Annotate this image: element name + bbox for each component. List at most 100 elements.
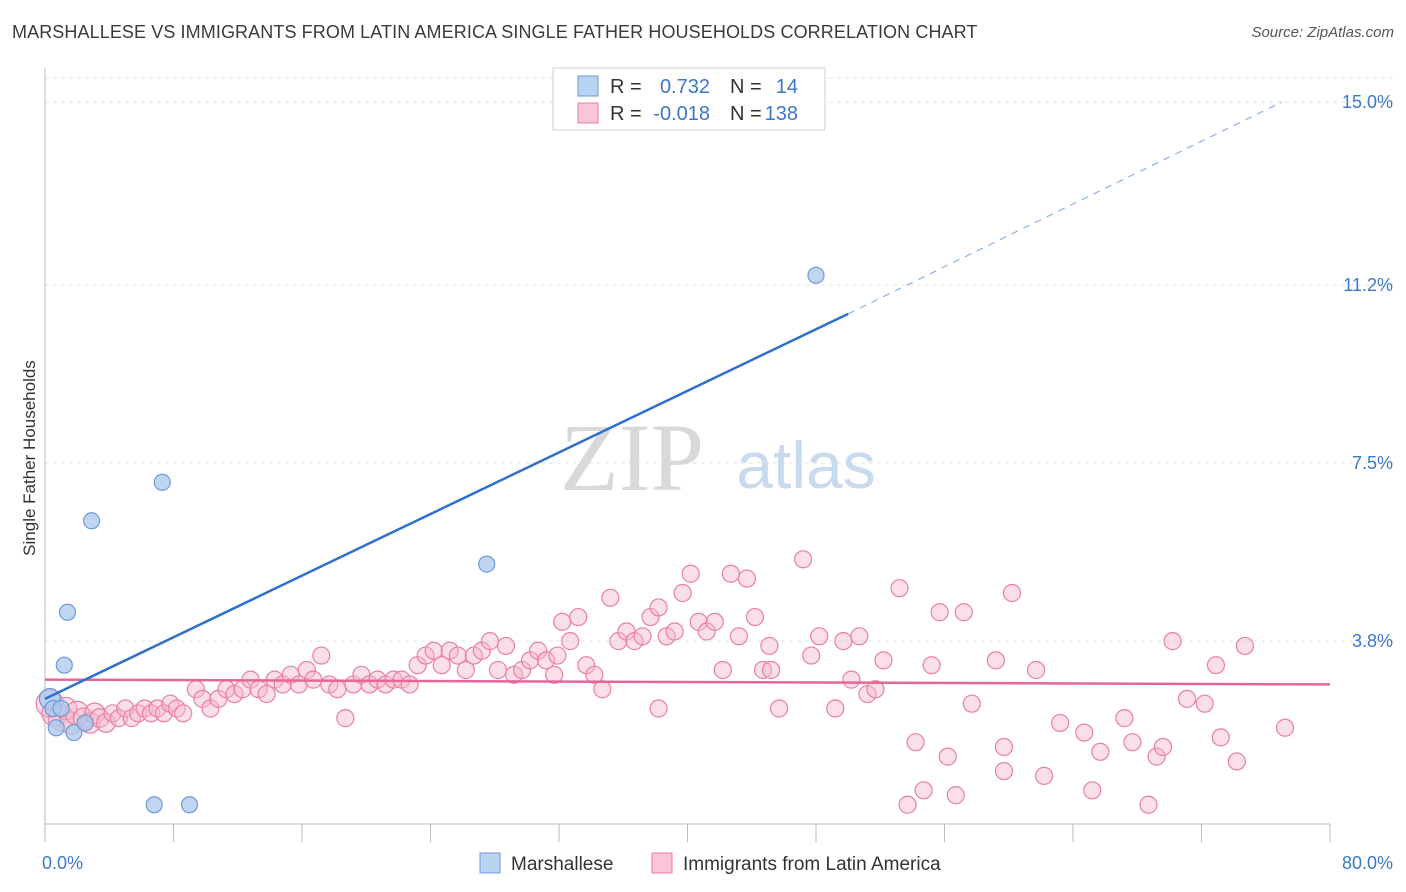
latin-america-point-112 xyxy=(930,603,949,622)
legend-swatch-pink xyxy=(577,102,599,124)
latin-america-point-113 xyxy=(938,747,957,766)
marshallese-point-6 xyxy=(65,723,83,742)
latin-america-point-102 xyxy=(842,670,861,689)
marshallese-point-5 xyxy=(58,603,77,621)
y-tick-label-2: 11.2% xyxy=(1343,275,1393,295)
latin-america-point-68 xyxy=(545,665,564,684)
legend-r-value-2: -0.018 xyxy=(653,103,710,125)
correlation-legend: R = 0.732 N = 14 R = -0.018 N = 138 xyxy=(552,67,826,131)
legend-r-value-1: 0.732 xyxy=(660,76,710,98)
latin-america-point-67 xyxy=(537,651,556,670)
latin-america-point-120 xyxy=(1026,660,1046,680)
latin-america-point-50 xyxy=(400,675,419,694)
watermark-atlas: atlas xyxy=(736,428,875,502)
watermark-zip: ZIP xyxy=(560,404,704,511)
latin-america-point-81 xyxy=(649,598,668,617)
y-tick-label-1: 7.5% xyxy=(1352,453,1393,473)
latin-america-point-119 xyxy=(1002,583,1022,603)
latin-america-point-39 xyxy=(312,646,331,665)
latin-america-trend-line xyxy=(44,678,1331,686)
latin-america-point-92 xyxy=(737,569,757,588)
bottom-legend-swatch-latin-america xyxy=(651,852,673,874)
chart-title: MARSHALLESE VS IMMIGRANTS FROM LATIN AME… xyxy=(12,22,978,42)
latin-america-point-132 xyxy=(1211,728,1230,747)
latin-america-point-131 xyxy=(1195,694,1214,713)
latin-america-point-84 xyxy=(673,583,692,603)
x-tick-label-max: 80.0% xyxy=(1342,853,1393,873)
latin-america-point-97 xyxy=(794,550,813,569)
x-tick-label-min: 0.0% xyxy=(42,853,83,873)
latin-america-point-98 xyxy=(802,646,821,665)
latin-america-point-121 xyxy=(1034,766,1054,785)
latin-america-point-123 xyxy=(1075,723,1094,742)
latin-america-point-142 xyxy=(548,646,567,665)
source-credit: Source: ZipAtlas.com xyxy=(1251,24,1394,41)
latin-america-point-101 xyxy=(834,632,853,651)
latin-america-point-99 xyxy=(810,627,829,646)
series-legend: Marshallese Immigrants from Latin Americ… xyxy=(479,852,941,875)
latin-america-point-53 xyxy=(424,641,443,660)
latin-america-point-95 xyxy=(761,660,781,680)
latin-america-point-32 xyxy=(257,684,276,704)
bottom-legend-label-marshallese: Marshallese xyxy=(511,854,613,875)
marshallese-point-8 xyxy=(82,512,101,530)
latin-america-point-109 xyxy=(906,733,925,752)
marshallese-point-3 xyxy=(52,699,70,718)
latin-america-point-12 xyxy=(109,709,128,728)
latin-america-point-96 xyxy=(769,699,789,718)
latin-america-point-100 xyxy=(826,699,845,718)
marshallese-point-10 xyxy=(153,473,171,491)
latin-america-point-62 xyxy=(496,636,516,656)
latin-america-point-71 xyxy=(569,607,588,627)
latin-america-point-61 xyxy=(488,660,508,680)
trend-lines xyxy=(44,101,1331,700)
bottom-legend-swatch-marshallese xyxy=(479,852,501,874)
latin-america-point-140 xyxy=(760,636,779,656)
latin-america-point-37 xyxy=(297,660,316,680)
latin-america-point-75 xyxy=(601,588,620,607)
latin-america-point-85 xyxy=(681,564,700,583)
latin-america-point-90 xyxy=(721,564,740,583)
latin-america-point-103 xyxy=(850,627,869,646)
marshallese-point-9 xyxy=(145,796,163,814)
latin-america-point-57 xyxy=(456,660,475,680)
latin-america-point-108 xyxy=(898,795,917,814)
y-tick-label-0: 3.8% xyxy=(1352,631,1393,651)
latin-america-point-118 xyxy=(994,761,1014,781)
latin-america-point-110 xyxy=(914,781,933,800)
latin-america-point-134 xyxy=(1235,636,1254,656)
latin-america-point-105 xyxy=(866,680,885,699)
latin-america-point-136 xyxy=(994,737,1014,757)
marshallese-point-2 xyxy=(47,719,65,737)
legend-r-label-2: R = xyxy=(610,103,642,125)
latin-america-point-69 xyxy=(553,612,572,631)
latin-america-point-79 xyxy=(633,627,652,646)
marshallese-points xyxy=(38,266,825,814)
latin-america-point-56 xyxy=(448,646,467,665)
marshallese-trend-extension xyxy=(847,101,1283,315)
legend-swatch-blue xyxy=(577,75,599,97)
legend-n-label-2: N = xyxy=(730,103,762,125)
y-tick-label-3: 15.0% xyxy=(1342,92,1393,112)
latin-america-point-135 xyxy=(1275,718,1295,737)
latin-america-point-70 xyxy=(561,632,580,651)
latin-america-point-60 xyxy=(480,632,500,651)
latin-america-point-93 xyxy=(745,607,765,627)
latin-america-point-54 xyxy=(432,656,451,675)
latin-america-point-139 xyxy=(1206,656,1226,675)
latin-america-point-117 xyxy=(986,651,1006,670)
watermark: ZIP atlas xyxy=(560,404,876,511)
latin-america-point-130 xyxy=(1163,632,1182,651)
latin-america-point-88 xyxy=(705,612,724,631)
latin-america-point-111 xyxy=(922,656,941,675)
latin-america-point-73 xyxy=(585,665,604,684)
latin-america-point-129 xyxy=(1147,747,1166,766)
axes xyxy=(44,68,1331,842)
legend-r-label-1: R = xyxy=(610,76,642,98)
grid-lines xyxy=(45,77,1395,642)
marshallese-point-7 xyxy=(76,714,94,732)
marshallese-point-13 xyxy=(807,266,825,284)
marshallese-point-4 xyxy=(55,656,73,674)
latin-america-point-128 xyxy=(1139,795,1158,814)
latin-america-point-107 xyxy=(890,579,909,598)
